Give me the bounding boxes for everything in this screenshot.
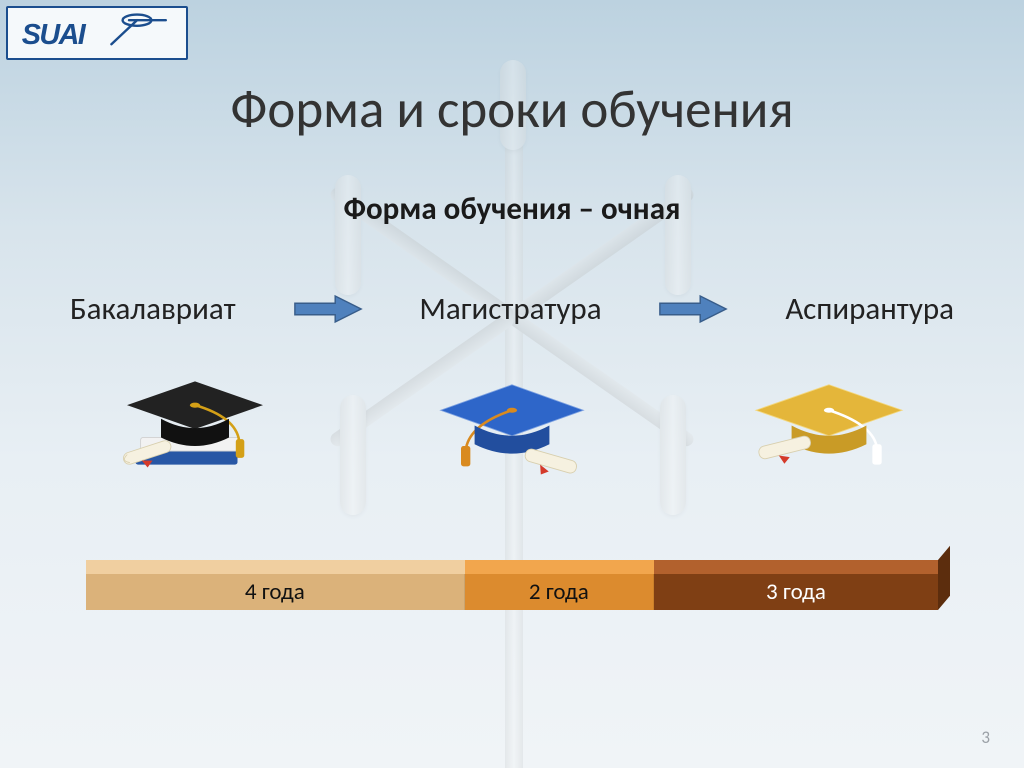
- bar-phd: 3 года: [654, 574, 938, 610]
- level-label-phd: Аспирантура: [785, 290, 954, 328]
- svg-text:SUAI: SUAI: [22, 19, 87, 51]
- suai-logo: SUAI: [6, 6, 188, 60]
- bar-label: 3 года: [766, 578, 826, 606]
- arrow-shape: [294, 296, 360, 322]
- duration-timeline-bar: 4 года 2 года 3 года: [86, 560, 938, 622]
- bar-label: 4 года: [245, 578, 305, 606]
- bar-3d-side: [938, 546, 950, 610]
- bar-master: 2 года: [465, 574, 654, 610]
- slide-title: Форма и сроки обучения: [0, 78, 1024, 142]
- bar-top-bachelor: [86, 560, 465, 574]
- arrow-icon: [292, 293, 364, 325]
- degree-levels-row: Бакалавриат Магистратура Аспирантура: [70, 290, 954, 328]
- slide-subtitle: Форма обучения – очная: [0, 190, 1024, 228]
- level-label-bachelor: Бакалавриат: [70, 290, 236, 328]
- level-label-master: Магистратура: [419, 290, 601, 328]
- graduation-caps-row: [70, 358, 954, 488]
- arrow-icon: [657, 293, 729, 325]
- page-number: 3: [981, 727, 990, 748]
- bar-top-master: [465, 560, 654, 574]
- cap-phd: [704, 358, 954, 488]
- cap-bachelor: [70, 358, 320, 488]
- cap-master: [387, 358, 637, 488]
- bar-label: 2 года: [529, 578, 589, 606]
- bar-bachelor: 4 года: [86, 574, 465, 610]
- bar-top-phd: [654, 560, 938, 574]
